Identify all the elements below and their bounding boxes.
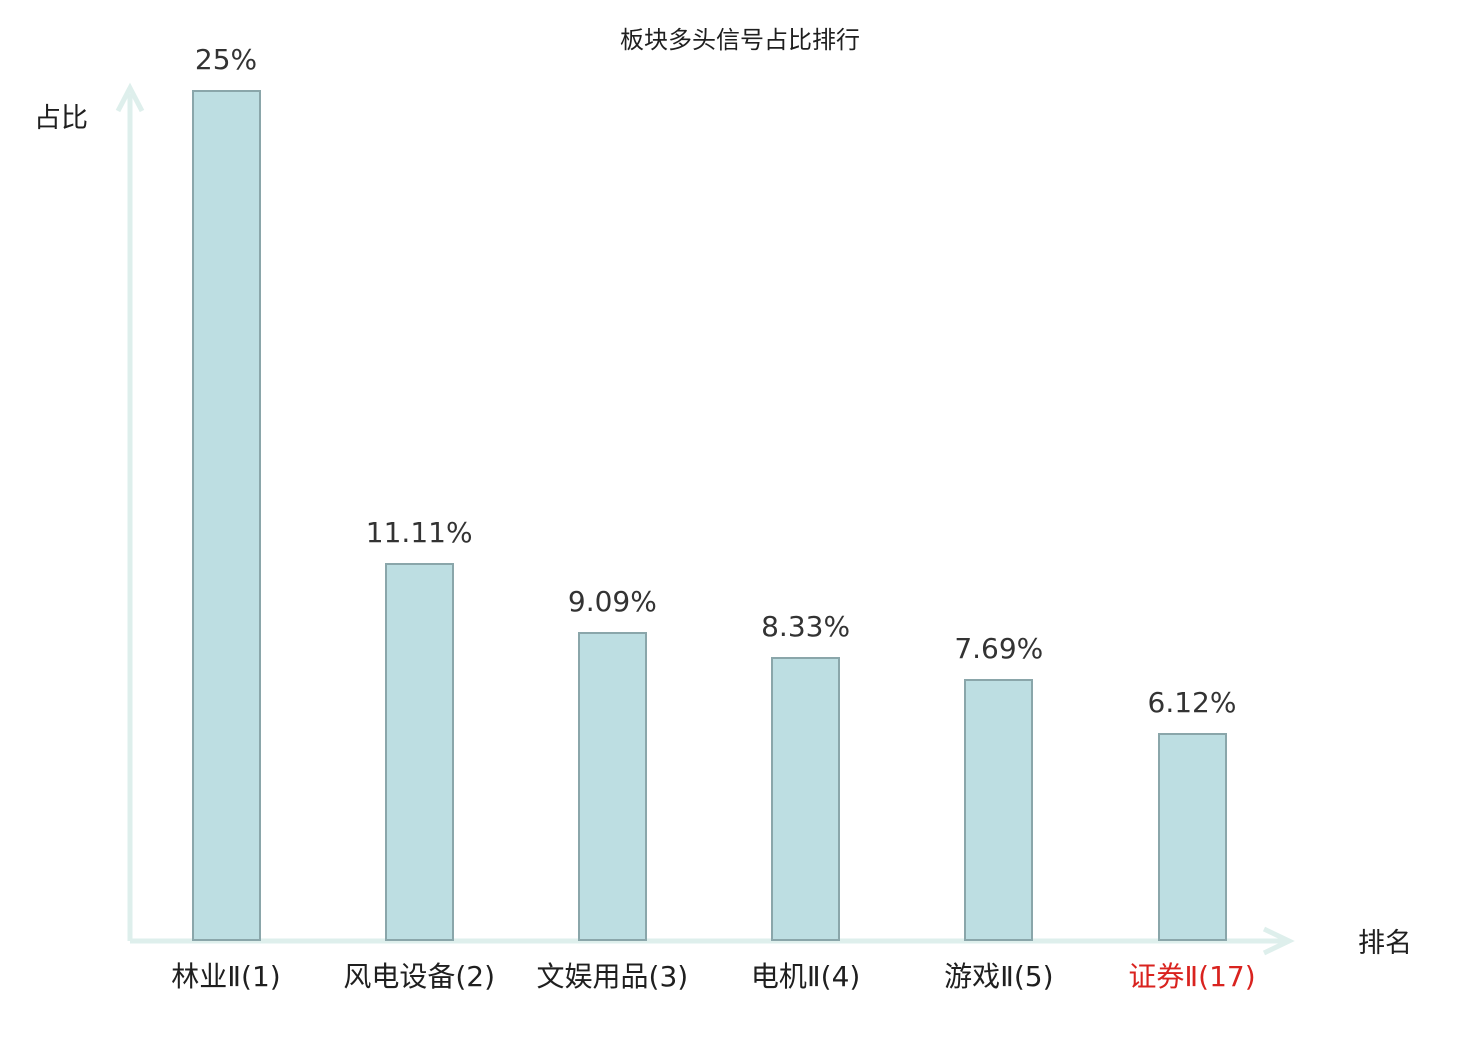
category-label: 文娱用品(3) bbox=[536, 960, 689, 993]
bar bbox=[384, 563, 454, 941]
chart-title: 板块多头信号占比排行 bbox=[620, 26, 860, 54]
category-label: 林业Ⅱ(1) bbox=[171, 960, 281, 993]
bar bbox=[771, 657, 841, 941]
y-axis-arrow-icon bbox=[115, 82, 145, 113]
category-label: 游戏Ⅱ(5) bbox=[944, 960, 1054, 993]
category-label: 风电设备(2) bbox=[343, 960, 496, 993]
bar bbox=[577, 632, 647, 941]
bar-value-label: 11.11% bbox=[365, 516, 473, 549]
bar bbox=[964, 679, 1034, 941]
bar-value-label: 7.69% bbox=[954, 632, 1044, 665]
bar-value-label: 9.09% bbox=[567, 585, 657, 618]
bar-value-label: 25% bbox=[194, 43, 258, 76]
y-axis-label: 占比 bbox=[34, 103, 88, 134]
bar bbox=[1157, 733, 1227, 941]
x-axis-arrow-icon bbox=[1262, 926, 1295, 956]
category-label: 证券Ⅱ(17) bbox=[1128, 960, 1256, 993]
bar bbox=[191, 90, 261, 941]
bar-value-label: 8.33% bbox=[761, 610, 851, 643]
category-label: 电机Ⅱ(4) bbox=[750, 960, 861, 993]
x-axis-label: 排名 bbox=[1358, 928, 1412, 959]
bar-value-label: 6.12% bbox=[1147, 686, 1237, 719]
